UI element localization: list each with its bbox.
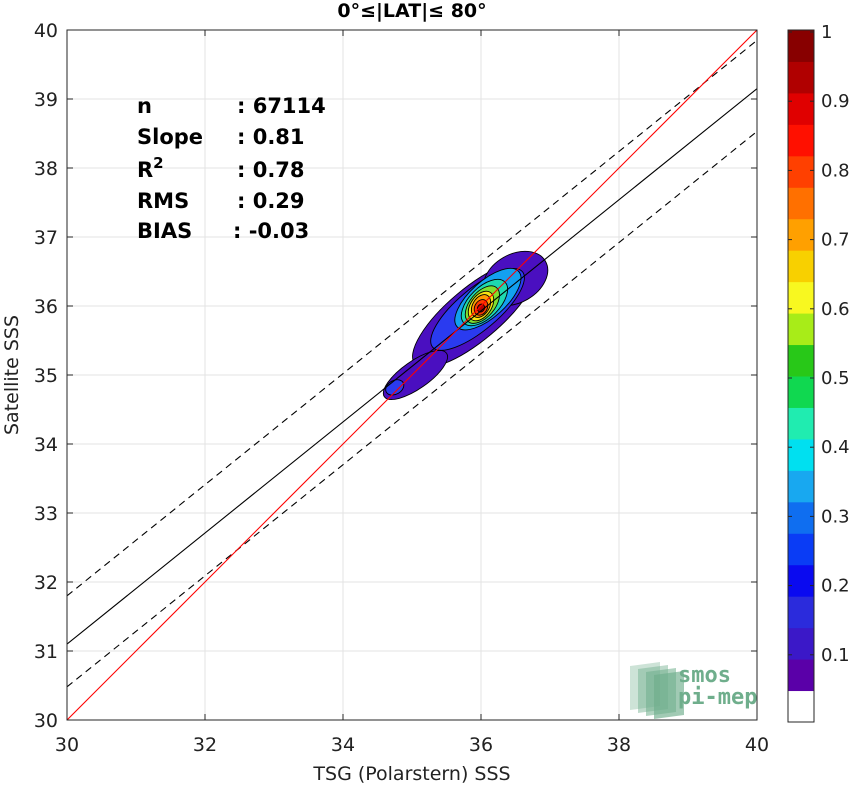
y-tick-label: 36 [34, 296, 58, 318]
y-axis-ticks: 30 31 32 33 34 35 36 37 38 39 40 [34, 20, 757, 732]
colorbar-band [788, 30, 814, 62]
y-tick-label: 31 [34, 641, 58, 663]
stat-value: : 0.29 [237, 189, 305, 213]
x-tick-label: 32 [193, 734, 217, 756]
x-tick-label: 36 [469, 734, 493, 756]
upper-bound-line [67, 39, 757, 597]
colorbar-band [788, 627, 814, 660]
stat-value: : 67114 [237, 94, 326, 118]
colorbar-band [788, 281, 814, 314]
logo-wave-icon [654, 671, 684, 719]
colorbar-band [788, 376, 814, 408]
y-tick-label: 38 [34, 158, 58, 180]
stat-key: RMS [137, 189, 189, 213]
colorbar-tick-label: 0.7 [821, 230, 850, 251]
x-axis-label: TSG (Polarstern) SSS [312, 763, 510, 785]
lower-bound-line [67, 131, 757, 688]
y-tick-label: 30 [34, 710, 58, 732]
colorbar-band [788, 92, 814, 125]
colorbar-band [788, 344, 814, 377]
stat-value: : 0.81 [237, 125, 305, 149]
x-tick-label: 34 [331, 734, 355, 756]
y-tick-label: 39 [34, 89, 58, 111]
reference-lines [67, 30, 757, 720]
y-axis-label: Satellite SSS [1, 315, 23, 435]
colorbar-tick-label: 0.4 [821, 437, 850, 458]
colorbar-band [788, 313, 814, 346]
chart-title: 0°≤|LAT|≤ 80° [337, 0, 486, 22]
identity-line [67, 30, 757, 720]
colorbar-band [788, 155, 814, 188]
logo-line1: smos [678, 663, 731, 688]
colorbar-band [788, 564, 814, 597]
x-axis-ticks: 30 32 34 36 38 40 [55, 30, 769, 756]
stat-key: BIAS [137, 219, 192, 243]
logo-line2: pi-mep [678, 685, 757, 710]
stat-value: : 0.78 [237, 158, 305, 182]
colorbar-band [788, 250, 814, 283]
y-tick-label: 34 [34, 434, 58, 456]
colorbar-tick-label: 0.1 [821, 645, 850, 666]
x-tick-label: 38 [607, 734, 631, 756]
colorbar-band [788, 438, 814, 471]
stat-value: : -0.03 [233, 219, 309, 243]
colorbar-band [788, 218, 814, 251]
colorbar-tick-label: 1 [821, 22, 832, 43]
colorbar-band [788, 501, 814, 534]
colorbar-band [788, 533, 814, 566]
x-tick-label: 40 [745, 734, 769, 756]
colorbar-band [788, 61, 814, 94]
stats-annotation: n : 67114 Slope : 0.81 R2 : 0.78 RMS : 0.29 BIAS… [137, 94, 326, 243]
colorbar-band [788, 124, 814, 157]
colorbar-tick-label: 0.3 [821, 506, 850, 527]
y-tick-label: 40 [34, 20, 58, 42]
colorbar-tick-label: 0.9 [821, 91, 850, 112]
y-tick-label: 32 [34, 572, 58, 594]
y-tick-label: 37 [34, 227, 58, 249]
x-tick-label: 30 [55, 734, 79, 756]
colorbar-band [788, 187, 814, 220]
stat-key: R2 [137, 154, 164, 182]
colorbar-band [788, 470, 814, 503]
colorbar-band [788, 407, 814, 440]
colorbar-tick-label: 0.6 [821, 299, 850, 320]
stat-key: n [137, 94, 152, 118]
y-tick-label: 35 [34, 365, 58, 387]
colorbar-band [788, 659, 814, 692]
colorbar-frame [787, 29, 815, 723]
stat-key: Slope [137, 125, 203, 149]
colorbar-tick-label: 0.2 [821, 576, 850, 597]
colorbar-tick-label: 0.8 [821, 160, 850, 181]
colorbar-tick-label: 0.5 [821, 368, 850, 389]
colorbar: 0.1 0.2 0.3 0.4 0.5 0.6 0.7 0.8 0.9 1 [787, 22, 850, 723]
colorbar-band [788, 596, 814, 629]
y-tick-label: 33 [34, 503, 58, 525]
regression-line [67, 88, 757, 645]
colorbar-band [788, 690, 814, 723]
